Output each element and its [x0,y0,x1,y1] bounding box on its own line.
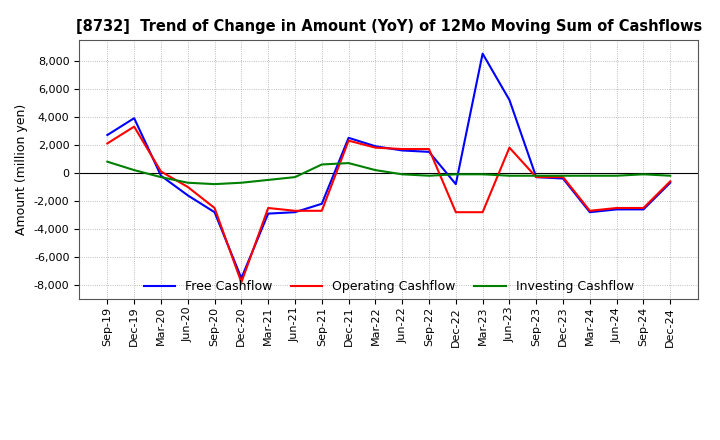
Investing Cashflow [237,180,246,185]
Free Cashflow [318,201,326,206]
Operating Cashflow [237,280,246,285]
Free Cashflow [237,275,246,281]
Investing Cashflow [612,173,621,178]
Free Cashflow [425,149,433,154]
Operating Cashflow [425,147,433,152]
Investing Cashflow [585,173,594,178]
Operating Cashflow [532,175,541,180]
Investing Cashflow [505,173,514,178]
Operating Cashflow [451,209,460,215]
Operating Cashflow [505,145,514,150]
Free Cashflow [184,193,192,198]
Investing Cashflow [344,161,353,166]
Free Cashflow [666,180,675,185]
Operating Cashflow [344,138,353,143]
Free Cashflow [291,209,300,215]
Operating Cashflow [184,184,192,190]
Investing Cashflow [478,172,487,177]
Operating Cashflow [371,145,379,150]
Free Cashflow [559,176,567,181]
Operating Cashflow [585,208,594,213]
Investing Cashflow [291,175,300,180]
Investing Cashflow [639,172,648,177]
Free Cashflow [639,207,648,212]
Operating Cashflow [291,208,300,213]
Investing Cashflow [451,172,460,177]
Investing Cashflow [371,168,379,173]
Operating Cashflow [639,205,648,211]
Operating Cashflow [210,205,219,211]
Free Cashflow [130,116,138,121]
Free Cashflow [505,97,514,103]
Operating Cashflow [666,179,675,184]
Title: [8732]  Trend of Change in Amount (YoY) of 12Mo Moving Sum of Cashflows: [8732] Trend of Change in Amount (YoY) o… [76,19,702,34]
Investing Cashflow [666,173,675,178]
Free Cashflow [103,132,112,138]
Investing Cashflow [130,168,138,173]
Operating Cashflow [318,208,326,213]
Operating Cashflow [157,169,166,174]
Legend: Free Cashflow, Operating Cashflow, Investing Cashflow: Free Cashflow, Operating Cashflow, Inves… [139,275,639,298]
Investing Cashflow [210,181,219,187]
Free Cashflow [210,209,219,215]
Free Cashflow [478,51,487,56]
Operating Cashflow [264,205,272,211]
Free Cashflow [585,209,594,215]
Free Cashflow [371,143,379,149]
Free Cashflow [451,181,460,187]
Free Cashflow [157,173,166,178]
Investing Cashflow [532,173,541,178]
Investing Cashflow [264,177,272,183]
Operating Cashflow [398,147,407,152]
Operating Cashflow [612,205,621,211]
Operating Cashflow [103,141,112,146]
Line: Free Cashflow: Free Cashflow [107,54,670,278]
Investing Cashflow [184,180,192,185]
Investing Cashflow [318,162,326,167]
Line: Investing Cashflow: Investing Cashflow [107,161,670,184]
Line: Operating Cashflow: Operating Cashflow [107,127,670,282]
Operating Cashflow [478,209,487,215]
Investing Cashflow [103,159,112,164]
Y-axis label: Amount (million yen): Amount (million yen) [15,104,28,235]
Free Cashflow [532,175,541,180]
Free Cashflow [344,135,353,140]
Free Cashflow [612,207,621,212]
Free Cashflow [398,148,407,153]
Investing Cashflow [425,173,433,178]
Operating Cashflow [130,124,138,129]
Free Cashflow [264,211,272,216]
Operating Cashflow [559,175,567,180]
Investing Cashflow [157,175,166,180]
Investing Cashflow [559,173,567,178]
Investing Cashflow [398,172,407,177]
